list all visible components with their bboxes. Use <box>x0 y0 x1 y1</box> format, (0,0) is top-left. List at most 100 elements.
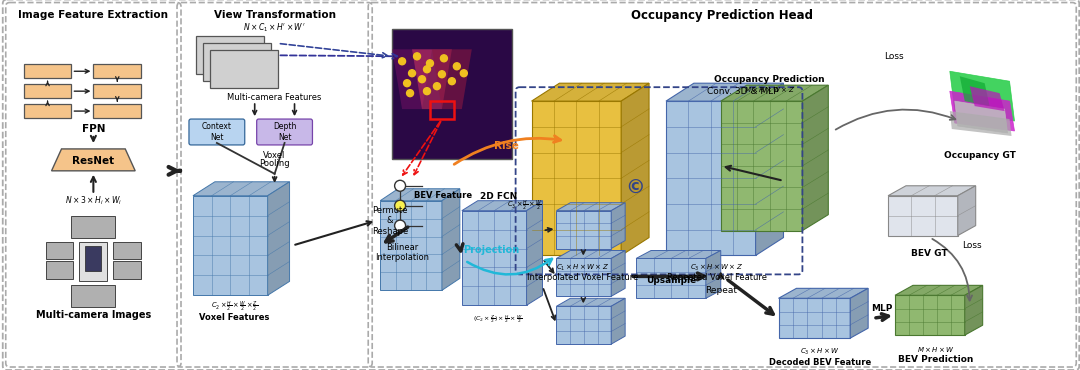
Polygon shape <box>964 285 983 335</box>
Text: Occupancy Prediction Head: Occupancy Prediction Head <box>631 9 813 22</box>
Text: $C_1\times H\times W\times Z$: $C_1\times H\times W\times Z$ <box>556 262 609 273</box>
FancyBboxPatch shape <box>257 119 312 145</box>
Text: Context
Net: Context Net <box>202 122 232 142</box>
FancyBboxPatch shape <box>113 262 141 279</box>
Text: Image Feature Extraction: Image Feature Extraction <box>18 10 168 20</box>
Circle shape <box>408 70 416 77</box>
Polygon shape <box>949 91 1014 131</box>
Polygon shape <box>706 250 720 298</box>
Polygon shape <box>462 211 527 305</box>
Text: ResNet: ResNet <box>72 156 114 166</box>
FancyBboxPatch shape <box>93 84 141 98</box>
Polygon shape <box>413 49 451 109</box>
Text: Interpolated Voxel Feature: Interpolated Voxel Feature <box>527 273 638 282</box>
Text: $C_3\times H\times W\times Z$: $C_3\times H\times W\times Z$ <box>690 262 743 273</box>
Text: Multi-camera Features: Multi-camera Features <box>228 92 322 102</box>
Text: Repeated Voxel Feature: Repeated Voxel Feature <box>666 273 767 282</box>
FancyBboxPatch shape <box>24 64 71 78</box>
Text: $(C_2\times\frac{Z}{2})\times\frac{H}{2}\times\frac{W}{2}$: $(C_2\times\frac{Z}{2})\times\frac{H}{2}… <box>473 313 523 325</box>
FancyBboxPatch shape <box>80 242 107 281</box>
Polygon shape <box>960 76 989 106</box>
Text: Pooling: Pooling <box>259 159 289 168</box>
FancyBboxPatch shape <box>113 242 141 259</box>
Polygon shape <box>462 201 542 211</box>
Circle shape <box>394 220 406 231</box>
FancyBboxPatch shape <box>71 216 116 238</box>
Polygon shape <box>611 298 625 344</box>
Polygon shape <box>779 298 850 338</box>
Text: MLP: MLP <box>870 304 892 313</box>
Polygon shape <box>392 49 432 109</box>
Text: Projection: Projection <box>463 246 519 256</box>
FancyBboxPatch shape <box>392 30 512 159</box>
Text: Bilinear
Interpolation: Bilinear Interpolation <box>375 243 429 262</box>
Polygon shape <box>949 111 1012 136</box>
Text: View Transformation: View Transformation <box>214 10 336 20</box>
FancyBboxPatch shape <box>71 285 116 307</box>
Text: Rise: Rise <box>495 141 519 151</box>
Circle shape <box>423 66 431 73</box>
Polygon shape <box>556 259 611 296</box>
FancyBboxPatch shape <box>195 36 264 74</box>
Text: $M\times H\times W$: $M\times H\times W$ <box>917 344 955 354</box>
Text: Voxel: Voxel <box>264 151 286 160</box>
Polygon shape <box>527 201 542 305</box>
Text: $N\times 3\times H_i\times W_i$: $N\times 3\times H_i\times W_i$ <box>65 195 122 207</box>
Polygon shape <box>268 182 289 295</box>
Polygon shape <box>949 71 1014 121</box>
Text: Decoded BEV Feature: Decoded BEV Feature <box>769 357 872 367</box>
Text: Depth
Net: Depth Net <box>273 122 296 142</box>
Text: $C_2\times\frac{H}{2}\times\frac{W}{2}\times\frac{Z}{2}$: $C_2\times\frac{H}{2}\times\frac{W}{2}\t… <box>211 300 258 314</box>
Text: Upsample: Upsample <box>646 276 697 285</box>
Polygon shape <box>556 298 625 306</box>
Circle shape <box>414 53 420 60</box>
Text: ©: © <box>625 179 645 198</box>
Polygon shape <box>380 189 460 201</box>
Text: 2D FCN: 2D FCN <box>480 192 517 201</box>
Polygon shape <box>958 186 975 236</box>
FancyBboxPatch shape <box>24 84 71 98</box>
Polygon shape <box>193 182 289 196</box>
Polygon shape <box>720 85 828 101</box>
Circle shape <box>448 78 456 85</box>
Polygon shape <box>756 83 783 255</box>
Polygon shape <box>621 83 649 255</box>
Circle shape <box>404 80 410 87</box>
Polygon shape <box>432 49 472 109</box>
Polygon shape <box>531 83 649 101</box>
Circle shape <box>419 76 426 83</box>
Polygon shape <box>442 189 460 290</box>
Text: $C_3\times H\times W$: $C_3\times H\times W$ <box>800 347 840 357</box>
Polygon shape <box>720 101 802 231</box>
Circle shape <box>438 71 445 78</box>
Polygon shape <box>52 149 135 171</box>
Circle shape <box>460 70 468 77</box>
Text: Loss: Loss <box>962 241 982 250</box>
Polygon shape <box>556 211 611 249</box>
Polygon shape <box>531 101 621 255</box>
Polygon shape <box>380 201 442 290</box>
Polygon shape <box>193 196 268 295</box>
Text: FPN: FPN <box>82 124 105 134</box>
Text: Voxel Features: Voxel Features <box>199 313 270 322</box>
Text: Occupancy GT: Occupancy GT <box>944 151 1015 160</box>
Circle shape <box>399 58 406 65</box>
Polygon shape <box>802 85 828 231</box>
Text: $C_3\times\frac{H}{2}\times\frac{W}{2}$: $C_3\times\frac{H}{2}\times\frac{W}{2}$ <box>507 199 541 213</box>
Polygon shape <box>779 288 868 298</box>
Circle shape <box>454 63 460 70</box>
Text: BEV GT: BEV GT <box>910 249 947 258</box>
Text: Permute
&
Reshape: Permute & Reshape <box>372 206 408 236</box>
FancyBboxPatch shape <box>24 104 71 118</box>
Circle shape <box>441 55 447 62</box>
Text: $M\times H\times W\times Z$: $M\times H\times W\times Z$ <box>744 85 795 94</box>
Polygon shape <box>611 203 625 249</box>
FancyBboxPatch shape <box>45 242 73 259</box>
Polygon shape <box>888 196 958 236</box>
Polygon shape <box>556 306 611 344</box>
Polygon shape <box>970 86 1004 111</box>
FancyBboxPatch shape <box>93 64 141 78</box>
FancyBboxPatch shape <box>85 246 102 272</box>
FancyBboxPatch shape <box>93 104 141 118</box>
Polygon shape <box>955 101 1008 133</box>
